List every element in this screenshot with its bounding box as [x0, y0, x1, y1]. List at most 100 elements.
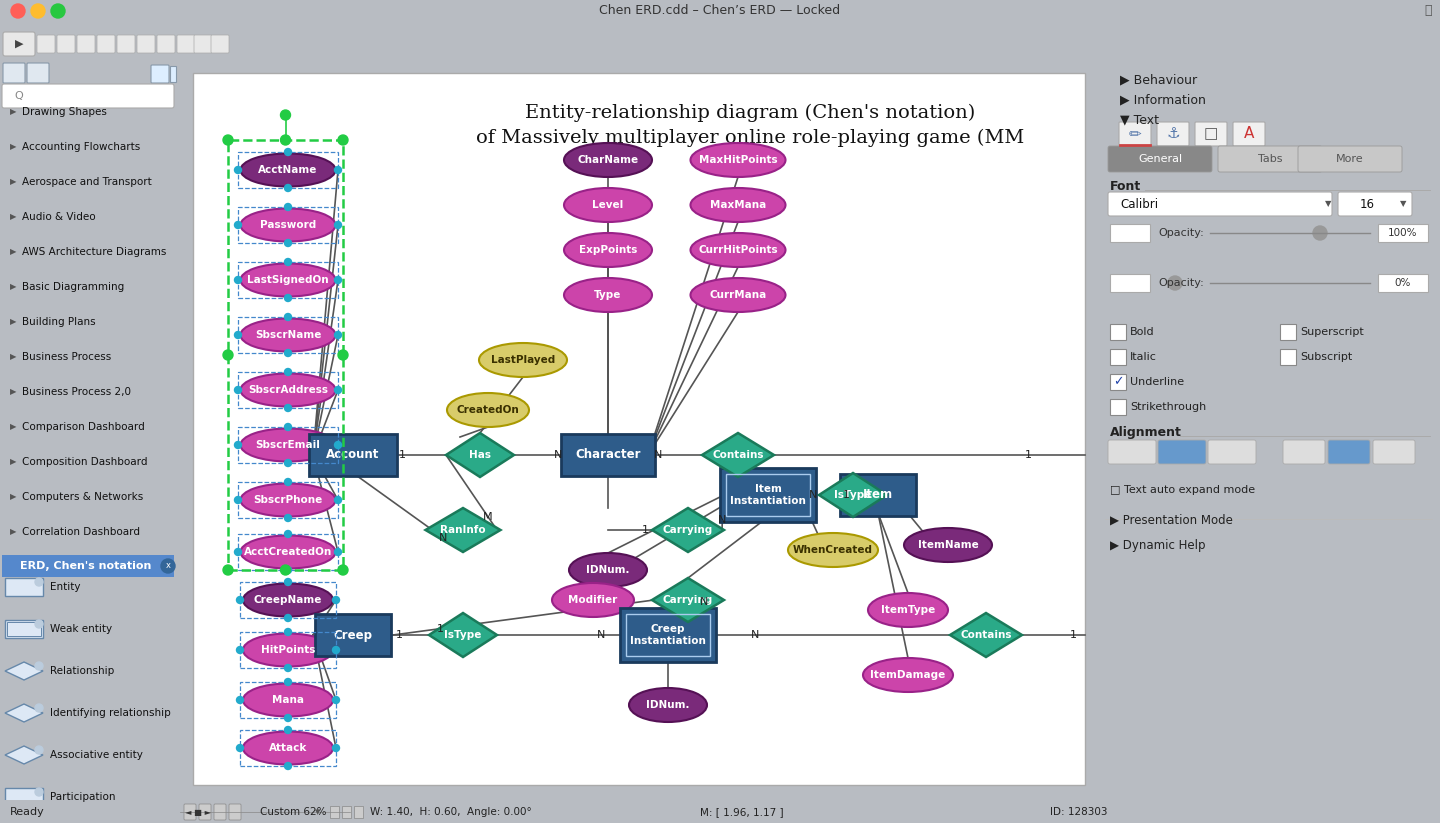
- Text: IsType: IsType: [445, 630, 482, 640]
- Text: Carrying: Carrying: [662, 595, 713, 605]
- Ellipse shape: [552, 583, 634, 617]
- Text: Creep: Creep: [334, 629, 373, 641]
- FancyBboxPatch shape: [1110, 349, 1126, 365]
- Text: ▶ Presentation Mode: ▶ Presentation Mode: [1110, 514, 1233, 527]
- FancyBboxPatch shape: [1104, 519, 1433, 520]
- Ellipse shape: [240, 536, 336, 569]
- Text: Relationship: Relationship: [50, 666, 114, 676]
- Text: ▼: ▼: [1325, 199, 1332, 208]
- FancyBboxPatch shape: [215, 804, 226, 820]
- Circle shape: [285, 239, 291, 247]
- FancyBboxPatch shape: [4, 578, 43, 596]
- FancyBboxPatch shape: [184, 804, 196, 820]
- FancyBboxPatch shape: [310, 434, 397, 476]
- Circle shape: [161, 559, 176, 573]
- Circle shape: [281, 565, 291, 575]
- Text: CurrHitPoints: CurrHitPoints: [698, 245, 778, 255]
- Text: 1: 1: [399, 450, 406, 460]
- Text: N: N: [598, 630, 605, 640]
- Polygon shape: [4, 662, 43, 680]
- Text: Superscript: Superscript: [1300, 327, 1364, 337]
- Text: ▶: ▶: [10, 108, 16, 117]
- Text: Q: Q: [14, 91, 23, 101]
- Circle shape: [12, 4, 24, 18]
- Text: Chen ERD.cdd – Chen’s ERD — Locked: Chen ERD.cdd – Chen’s ERD — Locked: [599, 4, 841, 17]
- Text: ▶: ▶: [14, 39, 23, 49]
- Circle shape: [333, 597, 340, 603]
- Text: SbscrEmail: SbscrEmail: [255, 440, 321, 450]
- Text: AcctCreatedOn: AcctCreatedOn: [243, 547, 333, 557]
- FancyBboxPatch shape: [1107, 192, 1332, 216]
- Text: IsType: IsType: [834, 490, 871, 500]
- Polygon shape: [446, 433, 514, 477]
- Ellipse shape: [691, 188, 785, 222]
- Text: General: General: [1138, 154, 1182, 164]
- FancyBboxPatch shape: [1218, 146, 1322, 172]
- Text: 1: 1: [844, 490, 850, 500]
- Text: SbscrName: SbscrName: [255, 330, 321, 340]
- Text: ▶: ▶: [10, 248, 16, 257]
- FancyBboxPatch shape: [96, 35, 115, 53]
- FancyBboxPatch shape: [1280, 349, 1296, 365]
- Polygon shape: [652, 508, 724, 552]
- Ellipse shape: [569, 553, 647, 587]
- Ellipse shape: [564, 188, 652, 222]
- Circle shape: [35, 662, 43, 670]
- Circle shape: [50, 4, 65, 18]
- Text: Attack: Attack: [269, 743, 307, 753]
- Text: ▶: ▶: [10, 388, 16, 397]
- Ellipse shape: [240, 429, 336, 462]
- Text: Opacity:: Opacity:: [1158, 278, 1204, 288]
- Ellipse shape: [446, 393, 528, 427]
- Text: ▶: ▶: [10, 422, 16, 431]
- Text: of Massively multiplayer online role-playing game (MM: of Massively multiplayer online role-pla…: [475, 129, 1024, 147]
- Text: SbscrPhone: SbscrPhone: [253, 495, 323, 505]
- Text: Building Plans: Building Plans: [22, 317, 95, 327]
- Ellipse shape: [868, 593, 948, 627]
- FancyBboxPatch shape: [1378, 224, 1428, 242]
- Polygon shape: [4, 746, 43, 764]
- Circle shape: [235, 277, 242, 283]
- Circle shape: [285, 714, 291, 722]
- FancyBboxPatch shape: [354, 806, 363, 818]
- Text: N: N: [752, 630, 759, 640]
- Text: HitPoints: HitPoints: [261, 645, 315, 655]
- Circle shape: [235, 441, 242, 449]
- Circle shape: [223, 135, 233, 145]
- Ellipse shape: [240, 374, 336, 407]
- Circle shape: [338, 350, 348, 360]
- FancyBboxPatch shape: [76, 35, 95, 53]
- Text: Weak entity: Weak entity: [50, 624, 112, 634]
- Text: Composition Dashboard: Composition Dashboard: [22, 457, 147, 467]
- Circle shape: [285, 184, 291, 192]
- Text: ▶ Information: ▶ Information: [1120, 94, 1205, 106]
- Circle shape: [35, 620, 43, 628]
- FancyBboxPatch shape: [170, 66, 176, 82]
- Text: IDNum.: IDNum.: [647, 700, 690, 710]
- Circle shape: [285, 566, 291, 574]
- Text: ✓: ✓: [1113, 375, 1123, 388]
- Circle shape: [32, 4, 45, 18]
- Text: AcctName: AcctName: [258, 165, 318, 175]
- Circle shape: [35, 704, 43, 712]
- Circle shape: [334, 548, 341, 556]
- Circle shape: [285, 203, 291, 211]
- Circle shape: [285, 424, 291, 430]
- Circle shape: [35, 746, 43, 754]
- Circle shape: [334, 387, 341, 393]
- Text: RanInfo: RanInfo: [441, 525, 485, 535]
- Circle shape: [223, 565, 233, 575]
- Text: Business Process 2,0: Business Process 2,0: [22, 387, 131, 397]
- Text: N: N: [554, 450, 563, 460]
- FancyBboxPatch shape: [1372, 440, 1416, 464]
- Polygon shape: [4, 704, 43, 722]
- Polygon shape: [429, 613, 497, 657]
- FancyBboxPatch shape: [1233, 122, 1264, 146]
- FancyBboxPatch shape: [1119, 122, 1151, 146]
- Circle shape: [334, 166, 341, 174]
- FancyBboxPatch shape: [4, 620, 43, 638]
- Text: ▶: ▶: [10, 318, 16, 327]
- Ellipse shape: [243, 732, 333, 765]
- Text: N: N: [700, 597, 708, 607]
- Text: Drawing Shapes: Drawing Shapes: [22, 107, 107, 117]
